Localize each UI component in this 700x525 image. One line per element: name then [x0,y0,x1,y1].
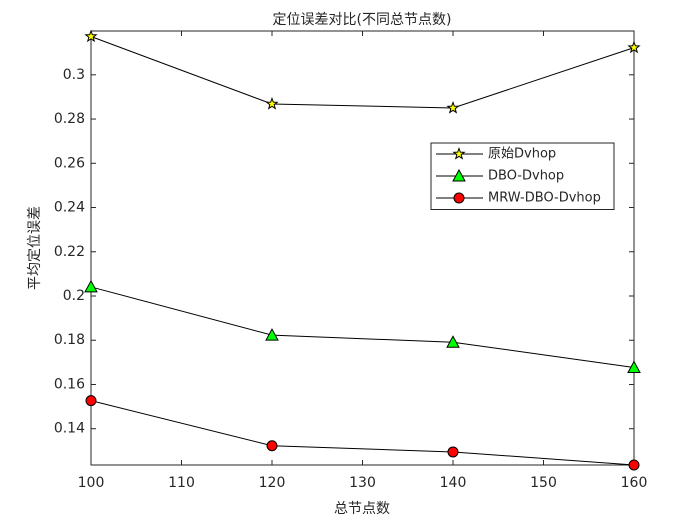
data-point [447,446,459,458]
data-point [627,360,641,373]
y-axis-label: 平均定位误差 [27,206,43,290]
x-tick-label: 100 [78,475,105,491]
x-tick-label: 150 [530,475,557,491]
plot-area [90,30,635,466]
x-tick-label: 130 [349,475,376,491]
data-point [628,459,640,471]
legend-label: DBO-Dvhop [488,169,564,184]
y-tick-label: 0.18 [54,332,85,348]
y-tick-label: 0.26 [54,155,85,171]
x-tick-label: 160 [621,475,648,491]
y-tick-label: 0.16 [54,376,85,392]
series-line [90,400,635,466]
legend-marker [453,192,465,204]
data-point [84,29,98,43]
y-tick-label: 0.2 [63,288,85,304]
data-point [265,328,279,341]
legend-marker [452,147,466,160]
x-tick-label: 110 [168,475,195,491]
y-tick-label: 0.24 [54,200,85,216]
y-tick-label: 0.22 [54,244,85,260]
data-point [627,40,641,54]
data-point [265,97,279,110]
legend-label: 原始Dvhop [488,147,556,162]
y-tick-label: 0.14 [54,421,85,437]
series-line [90,36,635,109]
legend-marker [452,168,466,182]
data-point [85,395,97,407]
x-axis-label: 总节点数 [334,501,390,517]
legend-label: MRW-DBO-Dvhop [488,191,601,206]
x-tick-label: 120 [259,475,286,491]
data-point [266,440,278,452]
series-line [90,286,635,368]
data-point [84,279,98,293]
data-point [446,335,460,348]
x-tick-label: 140 [440,475,467,491]
chart-title: 定位误差对比(不同总节点数) [273,12,452,28]
data-point [446,101,460,114]
y-tick-label: 0.3 [63,67,85,83]
y-tick-label: 0.28 [54,111,85,127]
